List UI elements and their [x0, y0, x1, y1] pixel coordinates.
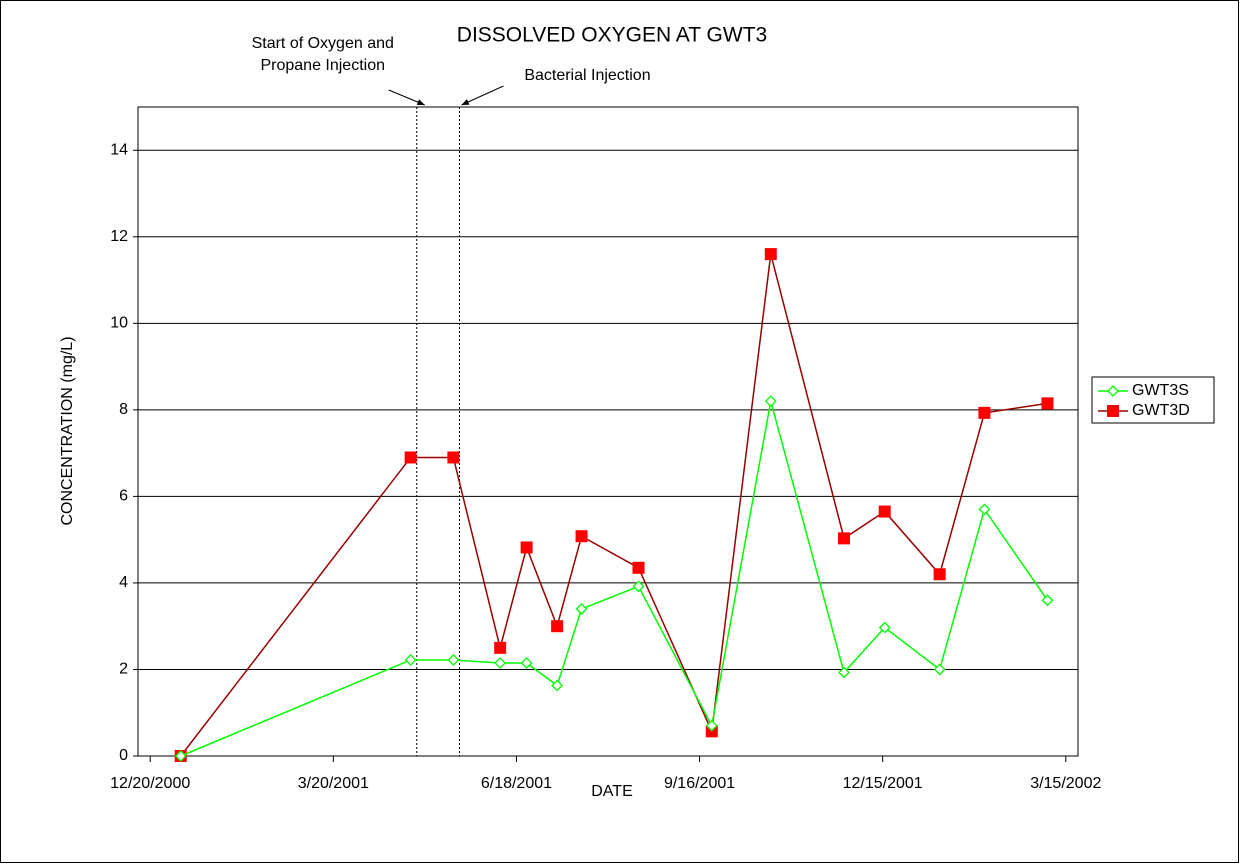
marker [404, 654, 417, 666]
marker [494, 657, 507, 669]
marker [978, 503, 991, 516]
marker [933, 568, 946, 581]
x-tick-label: 3/20/2001 [298, 775, 369, 792]
annotation-text: Propane Injection [260, 57, 385, 74]
chart-title: DISSOLVED OXYGEN AT GWT3 [457, 24, 767, 47]
marker [878, 621, 891, 634]
marker [878, 505, 891, 518]
marker [1041, 397, 1054, 410]
marker [551, 679, 564, 692]
marker [174, 750, 187, 762]
x-tick-label: 3/15/2002 [1030, 775, 1101, 792]
y-tick-label: 12 [110, 228, 128, 245]
x-tick-label: 6/18/2001 [481, 775, 552, 792]
legend-marker [1107, 385, 1119, 397]
y-tick-label: 4 [119, 574, 128, 591]
plot-area [137, 106, 1079, 757]
marker [520, 541, 533, 554]
y-axis-label: CONCENTRATION (mg/L) [59, 336, 76, 525]
legend: GWT3S GWT3D [1091, 376, 1215, 424]
marker [551, 620, 564, 633]
y-tick-label: 6 [119, 488, 128, 505]
x-tick-label: 9/16/2001 [664, 775, 735, 792]
y-tick-label: 2 [119, 661, 128, 678]
marker [933, 663, 946, 676]
marker [838, 532, 851, 545]
marker [520, 657, 533, 669]
x-tick-label: 12/15/2001 [843, 775, 923, 792]
marker [978, 406, 991, 419]
annotation-text: Start of Oxygen and [252, 35, 394, 52]
marker [764, 248, 777, 261]
legend-label: GWT3D [1132, 402, 1190, 419]
marker [632, 561, 645, 574]
marker [404, 451, 417, 464]
marker [575, 602, 588, 615]
x-axis-label: DATE [591, 783, 632, 800]
marker [447, 451, 460, 464]
marker [705, 719, 718, 732]
marker [838, 666, 850, 679]
marker [575, 530, 588, 543]
marker [764, 395, 777, 408]
annotation-text: Bacterial Injection [524, 67, 650, 84]
marker [632, 580, 645, 593]
annotation-arrowhead [461, 99, 470, 105]
annotation-arrow [461, 85, 504, 106]
y-tick-label: 10 [110, 315, 128, 332]
y-tick-label: 0 [119, 747, 128, 764]
marker [447, 654, 460, 666]
marker [1041, 594, 1054, 607]
marker [494, 641, 507, 654]
legend-label: GWT3S [1132, 382, 1189, 399]
legend-marker [1107, 405, 1119, 417]
y-tick-label: 14 [110, 141, 128, 158]
x-tick-label: 12/20/2000 [110, 775, 190, 792]
annotation-arrowhead [416, 99, 425, 106]
y-tick-label: 8 [119, 401, 128, 418]
